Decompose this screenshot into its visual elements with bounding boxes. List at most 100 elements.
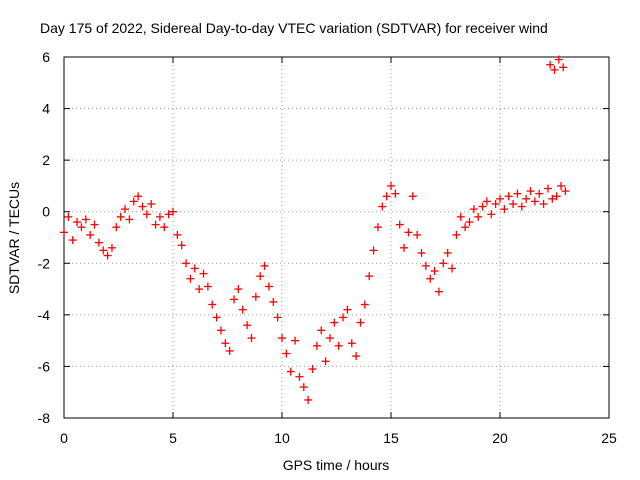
data-point <box>212 313 221 322</box>
data-point <box>112 223 121 232</box>
data-point <box>282 349 291 358</box>
data-point <box>308 365 317 374</box>
data-point <box>546 60 555 69</box>
y-tick-label: -2 <box>38 255 51 271</box>
data-point <box>404 228 413 237</box>
data-point <box>491 199 500 208</box>
data-point <box>68 236 77 245</box>
data-point <box>360 300 369 309</box>
data-point <box>408 192 417 201</box>
data-point <box>369 246 378 255</box>
data-point <box>339 313 348 322</box>
data-point <box>173 230 182 239</box>
data-point <box>400 243 409 252</box>
x-tick-label: 0 <box>60 430 68 446</box>
data-point <box>430 267 439 276</box>
data-point <box>421 261 430 270</box>
data-point <box>151 220 160 229</box>
data-point <box>347 339 356 348</box>
data-point <box>391 189 400 198</box>
data-point <box>256 272 265 281</box>
data-point <box>238 305 247 314</box>
data-point <box>86 230 95 239</box>
data-point <box>199 269 208 278</box>
data-point <box>557 181 566 190</box>
data-point <box>413 230 422 239</box>
data-point <box>304 395 313 404</box>
x-tick-label: 15 <box>383 430 399 446</box>
axis-ticks: 0 5 10 15 20 25 -8 -6 -4 -2 0 2 4 6 <box>38 49 617 446</box>
data-point <box>325 334 334 343</box>
grid <box>64 57 609 418</box>
data-point <box>234 285 243 294</box>
data-point <box>299 383 308 392</box>
data-point <box>535 189 544 198</box>
data-point <box>561 187 570 196</box>
data-point <box>142 210 151 219</box>
data-point <box>382 192 391 201</box>
data-point <box>352 352 361 361</box>
data-point <box>264 282 273 291</box>
y-tick-label: 6 <box>42 49 50 65</box>
data-point <box>426 274 435 283</box>
data-point <box>334 341 343 350</box>
data-point <box>60 228 68 237</box>
x-axis-label: GPS time / hours <box>283 457 390 473</box>
y-tick-label: -6 <box>38 358 51 374</box>
data-point <box>230 295 239 304</box>
data-point <box>365 272 374 281</box>
data-point <box>482 197 491 206</box>
data-point <box>64 212 73 221</box>
data-point <box>247 334 256 343</box>
data-point <box>496 194 504 203</box>
x-tick-label: 10 <box>274 430 290 446</box>
data-point <box>273 313 282 322</box>
data-point <box>487 210 496 219</box>
data-point <box>478 202 487 211</box>
data-point <box>94 238 103 247</box>
data-point <box>513 189 522 198</box>
data-point <box>526 187 535 196</box>
data-point <box>208 300 217 309</box>
data-point <box>343 305 352 314</box>
data-point <box>269 297 278 306</box>
data-point <box>186 274 195 283</box>
data-point <box>387 181 395 190</box>
data-point <box>295 372 304 381</box>
data-point <box>177 241 186 250</box>
data-point <box>216 326 225 335</box>
data-point <box>469 205 478 214</box>
data-point <box>138 202 147 211</box>
data-point <box>543 184 552 193</box>
data-point <box>155 212 164 221</box>
data-point <box>434 287 443 296</box>
data-point <box>465 218 474 227</box>
data-point <box>169 207 177 216</box>
data-point <box>125 215 134 224</box>
y-tick-label: 4 <box>42 101 50 117</box>
data-point <box>116 212 125 221</box>
data-point <box>330 318 339 327</box>
data-point <box>474 212 483 221</box>
data-point <box>539 199 548 208</box>
data-point <box>225 346 234 355</box>
data-point <box>448 264 457 273</box>
data-point <box>373 223 382 232</box>
data-point <box>195 285 204 294</box>
data-point <box>395 220 404 229</box>
data-point <box>417 248 426 257</box>
data-point <box>554 55 563 64</box>
data-point <box>356 318 365 327</box>
y-tick-label: 0 <box>42 204 50 220</box>
data-point <box>550 65 559 74</box>
data-point <box>107 243 116 252</box>
data-point <box>203 282 212 291</box>
data-point <box>456 212 465 221</box>
data-point <box>452 230 461 239</box>
data-point <box>517 202 526 211</box>
data-point <box>134 192 143 201</box>
data-point <box>81 215 90 224</box>
data-point <box>439 259 448 268</box>
data-point <box>129 197 138 206</box>
